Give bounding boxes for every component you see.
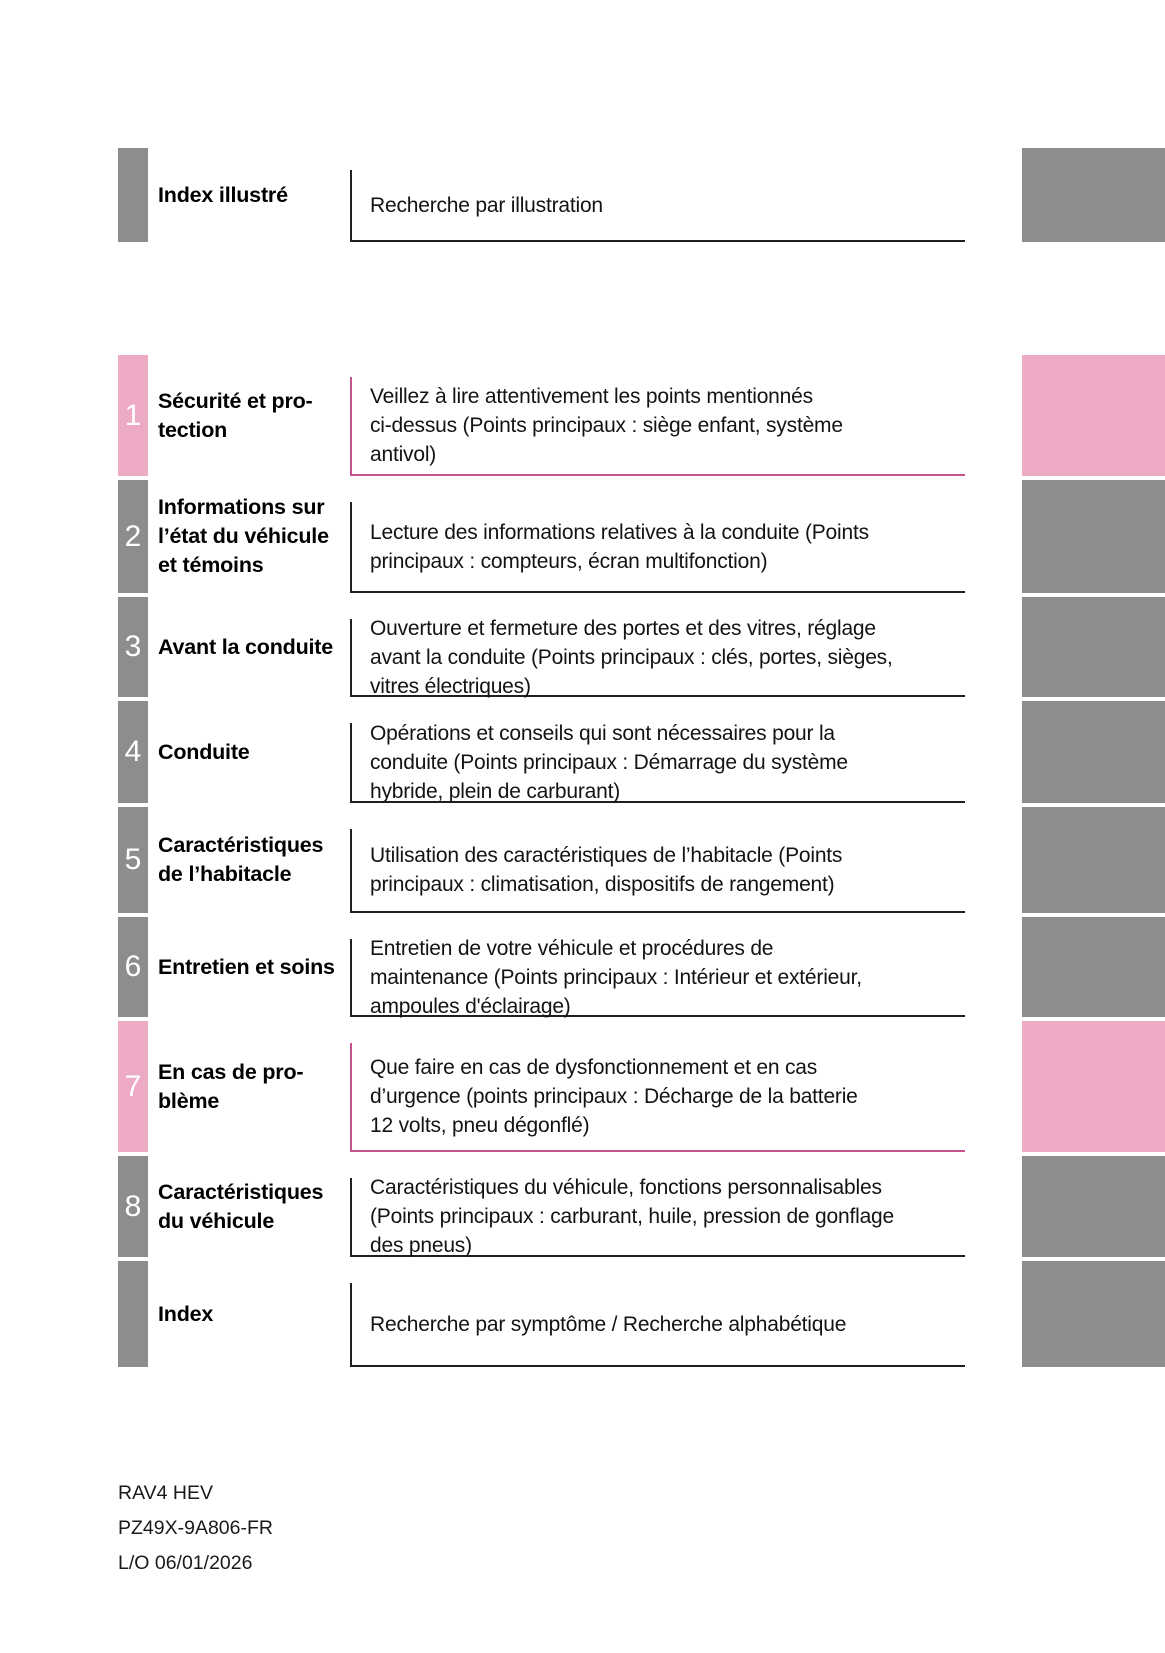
toc-row-informations-etat-vehicule: 2 Informations sur l’état du véhicule et… — [118, 480, 1165, 593]
column-gap — [965, 355, 1022, 476]
toc-row-conduite: 4 Conduite Opérations et conseils qui so… — [118, 701, 1165, 803]
column-gap — [965, 1261, 1022, 1367]
section-color-block — [1022, 355, 1165, 476]
section-title: En cas de pro- blème — [158, 1059, 304, 1113]
section-number-tab: 5 — [118, 807, 148, 913]
section-description: Caractéristiques du véhicule, fonctions … — [370, 1176, 895, 1257]
toc-row-en-cas-de-probleme: 7 En cas de pro- blème Que faire en cas … — [118, 1021, 1165, 1152]
section-number-tab: 6 — [118, 917, 148, 1017]
section-description: Recherche par symptôme / Recherche alpha… — [370, 1312, 847, 1336]
toc-row-entretien-et-soins: 6 Entretien et soins Entretien de votre … — [118, 917, 1165, 1018]
section-description: Que faire en cas de dysfonctionnement et… — [370, 1056, 858, 1137]
section-number-tab: 1 — [118, 355, 148, 476]
section-description-box: Recherche par symptôme / Recherche alpha… — [350, 1283, 965, 1367]
section-number-tab: 8 — [118, 1156, 148, 1257]
section-color-block — [1022, 701, 1165, 803]
section-color-block — [1022, 1021, 1165, 1152]
section-description: Opérations et conseils qui sont nécessai… — [370, 721, 848, 803]
section-number: 2 — [124, 519, 142, 553]
toc-row-securite-et-protection: 1 Sécurité et pro- tection Veillez à lir… — [118, 355, 1165, 476]
section-color-block — [1022, 480, 1165, 593]
column-gap — [965, 480, 1022, 593]
section-number-tab: 4 — [118, 701, 148, 803]
section-number: 8 — [124, 1189, 142, 1223]
section-number: 4 — [124, 735, 142, 768]
section-description: Ouverture et fermeture des portes et des… — [370, 616, 893, 698]
section-color-block — [1022, 148, 1165, 242]
section-description-box: Caractéristiques du véhicule, fonctions … — [350, 1176, 965, 1257]
section-title: Avant la conduite — [158, 634, 333, 659]
section-number-tab: 3 — [118, 597, 148, 697]
column-gap — [965, 597, 1022, 697]
toc-row-caracteristiques-vehicule: 8 Caractéristiques du véhicule Caractéri… — [118, 1156, 1165, 1257]
toc-row-avant-la-conduite: 3 Avant la conduite Ouverture et fermetu… — [118, 597, 1165, 698]
section-number: 1 — [124, 398, 142, 432]
section-title: Caractéristiques du véhicule — [158, 1179, 324, 1233]
section-color-block — [1022, 597, 1165, 697]
section-title: Index — [158, 1301, 214, 1326]
toc-row-index-illustre: Index illustré Recherche par illustratio… — [118, 148, 1165, 242]
section-description: Veillez à lire attentivement les points … — [370, 385, 843, 466]
section-color-block — [1022, 807, 1165, 913]
section-number-tab — [118, 1261, 148, 1367]
footer-line-model: RAV4 HEV — [118, 1482, 214, 1504]
section-number: 7 — [124, 1069, 142, 1103]
section-description: Recherche par illustration — [370, 193, 603, 217]
column-gap — [965, 1156, 1022, 1257]
section-description-box: Que faire en cas de dysfonctionnement et… — [350, 1043, 965, 1152]
section-number: 3 — [124, 630, 142, 663]
column-gap — [965, 917, 1022, 1017]
section-number: 5 — [124, 843, 142, 876]
section-description: Entretien de votre véhicule et procédure… — [370, 936, 862, 1018]
toc-row-index: Index Recherche par symptôme / Recherche… — [118, 1261, 1165, 1367]
section-title: Conduite — [158, 739, 250, 764]
column-gap — [965, 148, 1022, 242]
section-number-tab: 2 — [118, 480, 148, 593]
column-gap — [965, 807, 1022, 913]
section-description-box: Ouverture et fermeture des portes et des… — [350, 617, 965, 698]
toc-row-caracteristiques-habitacle: 5 Caractéristiques de l’habitacle Utilis… — [118, 807, 1165, 913]
section-number-tab — [118, 148, 148, 242]
section-description-box: Entretien de votre véhicule et procédure… — [350, 937, 965, 1018]
section-title: Entretien et soins — [158, 954, 335, 979]
footer: RAV4 HEV PZ49X-9A806-FR L/O 06/01/2026 — [118, 1476, 1165, 1581]
column-gap — [965, 701, 1022, 803]
section-title: Informations sur l’état du véhicule et t… — [158, 495, 329, 577]
section-description-box: Opérations et conseils qui sont nécessai… — [350, 722, 965, 803]
section-description-box: Lecture des informations relatives à la … — [350, 502, 965, 593]
section-description-box: Veillez à lire attentivement les points … — [350, 377, 965, 476]
footer-line-part-number: PZ49X-9A806-FR — [118, 1517, 273, 1539]
section-description-box: Recherche par illustration — [350, 170, 965, 242]
footer-line-layout-date: L/O 06/01/2026 — [118, 1552, 253, 1574]
section-title: Sécurité et pro- tection — [158, 388, 313, 442]
section-description-box: Utilisation des caractéristiques de l’ha… — [350, 829, 965, 913]
section-color-block — [1022, 1261, 1165, 1367]
section-color-block — [1022, 917, 1165, 1017]
section-number-tab: 7 — [118, 1021, 148, 1152]
toc-rows: Index illustré Recherche par illustratio… — [118, 148, 1165, 1367]
section-description: Utilisation des caractéristiques de l’ha… — [370, 844, 843, 896]
section-title: Caractéristiques de l’habitacle — [158, 833, 324, 886]
section-color-block — [1022, 1156, 1165, 1257]
section-title: Index illustré — [158, 182, 288, 207]
section-number: 6 — [124, 950, 142, 983]
section-description: Lecture des informations relatives à la … — [370, 520, 869, 573]
column-gap — [965, 1021, 1022, 1152]
